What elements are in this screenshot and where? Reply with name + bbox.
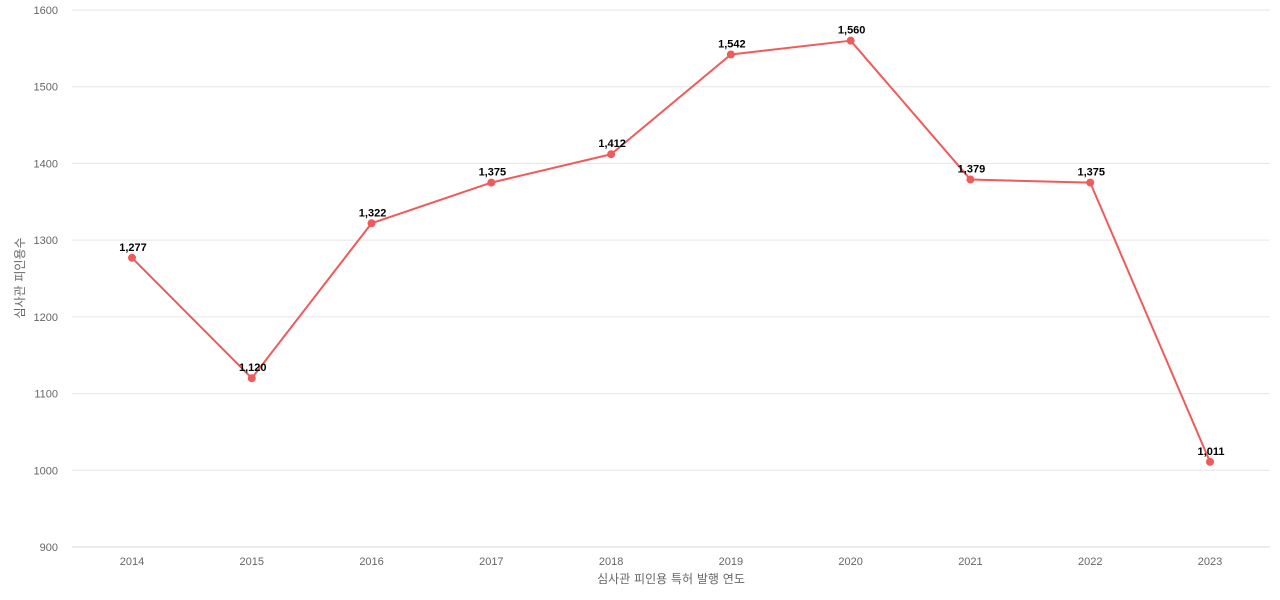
data-point[interactable] xyxy=(726,50,735,59)
data-label: 1,322 xyxy=(359,207,387,219)
x-axis-ticks: 2014 2015 2016 2017 2018 2019 2020 2021 2022 2023 xyxy=(120,556,1222,568)
data-labels: 1,277 1,120 1,322 1,375 1,412 1,542 1,560 1,379… xyxy=(119,25,1224,458)
y-tick-label: 900 xyxy=(40,542,58,554)
y-axis-ticks: 900 1000 1100 1200 1300 1400 1500 1600 xyxy=(34,5,58,554)
data-point[interactable] xyxy=(1206,457,1214,466)
x-tick-label: 2019 xyxy=(719,556,743,568)
data-label: 1,011 xyxy=(1198,446,1225,458)
data-label: 1,412 xyxy=(598,138,626,150)
y-tick-label: 1400 xyxy=(34,158,58,170)
y-tick-label: 1300 xyxy=(34,235,58,247)
x-tick-label: 2023 xyxy=(1198,556,1222,568)
data-point[interactable] xyxy=(846,36,855,45)
x-tick-label: 2015 xyxy=(240,556,264,568)
series-group xyxy=(128,36,1214,466)
x-tick-label: 2016 xyxy=(359,556,383,568)
data-point[interactable] xyxy=(128,253,136,262)
gridlines xyxy=(72,9,1270,548)
data-point[interactable] xyxy=(1086,178,1095,187)
data-label: 1,542 xyxy=(718,38,746,50)
series-line xyxy=(131,39,1211,463)
x-tick-label: 2017 xyxy=(479,556,503,568)
y-axis-title: 심사관 피인용수 xyxy=(13,237,27,318)
y-tick-label: 1600 xyxy=(34,5,58,17)
y-tick-label: 1200 xyxy=(34,312,58,324)
y-tick-label: 1500 xyxy=(34,82,58,94)
data-point[interactable] xyxy=(607,150,616,159)
data-label: 1,375 xyxy=(1077,167,1105,179)
data-point[interactable] xyxy=(247,374,256,383)
data-point[interactable] xyxy=(966,175,975,184)
data-point[interactable] xyxy=(367,219,376,228)
x-tick-label: 2020 xyxy=(838,556,862,568)
data-label: 1,379 xyxy=(958,164,986,176)
data-label: 1,277 xyxy=(119,242,147,254)
data-label: 1,375 xyxy=(479,167,507,179)
x-tick-label: 2018 xyxy=(599,556,623,568)
data-point[interactable] xyxy=(487,178,496,187)
x-axis-title: 심사관 피인용 특허 발행 연도 xyxy=(597,571,745,586)
x-tick-label: 2021 xyxy=(958,556,982,568)
x-tick-label: 2022 xyxy=(1078,556,1102,568)
x-tick-label: 2014 xyxy=(120,556,144,568)
y-tick-label: 1000 xyxy=(34,465,58,477)
data-label: 1,560 xyxy=(838,25,866,37)
data-label: 1,120 xyxy=(239,362,267,374)
y-tick-label: 1100 xyxy=(34,389,58,401)
